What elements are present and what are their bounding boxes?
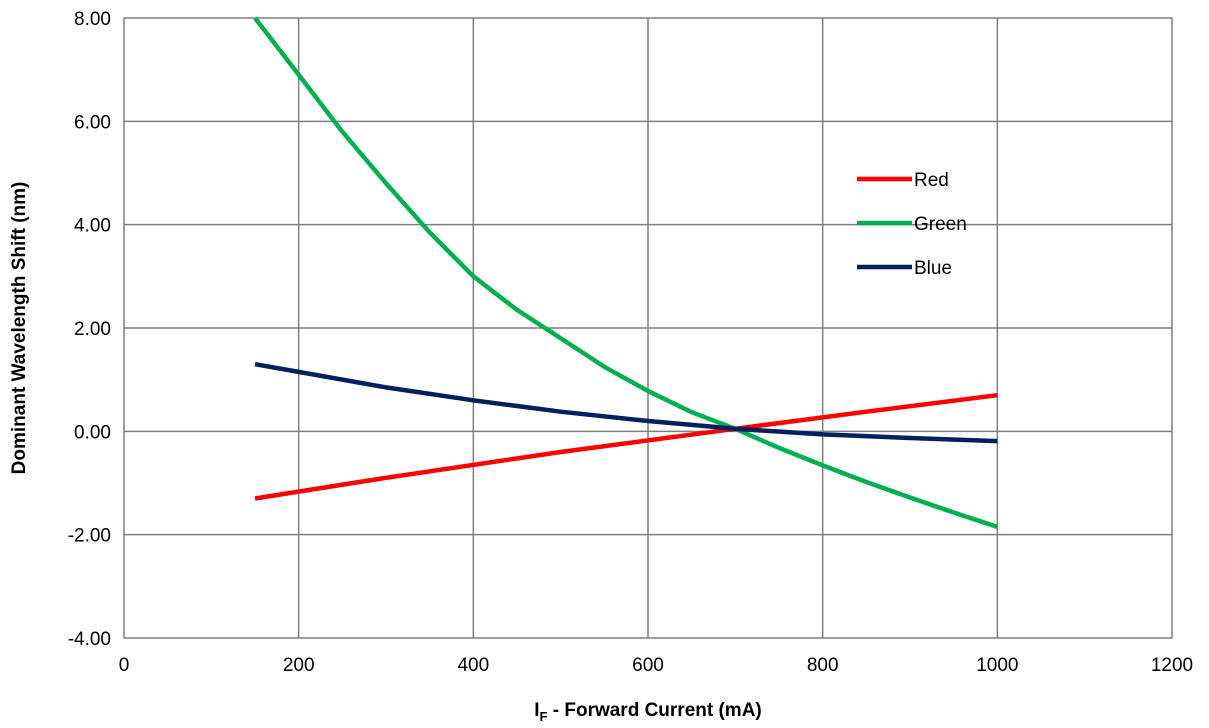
y-tick-label: 6.00 [74, 112, 111, 133]
y-tick-label: 8.00 [74, 9, 111, 30]
x-tick-label: 1200 [1151, 655, 1193, 676]
series-line-red [254, 392, 998, 501]
x-tick-label: 1000 [976, 655, 1018, 676]
y-tick-label: -4.00 [68, 629, 111, 650]
y-axis-title: Dominant Wavelength Shift (nm) [9, 182, 30, 475]
series-lines [253, 16, 999, 530]
legend-label-green: Green [914, 214, 967, 235]
y-tick-label: -2.00 [68, 526, 111, 547]
x-tick-label: 800 [807, 655, 839, 676]
gridlines [123, 17, 1173, 639]
y-tick-label: 0.00 [74, 422, 111, 443]
series-line-blue [254, 361, 998, 444]
series-line-green [253, 16, 999, 530]
legend-label-red: Red [914, 170, 949, 191]
x-tick-label: 400 [457, 655, 489, 676]
x-tick-label: 200 [283, 655, 315, 676]
x-tick-label: 600 [632, 655, 664, 676]
x-axis-title: IF - Forward Current (mA) [534, 700, 762, 724]
y-tick-labels: -4.00 -2.00 0.00 2.00 4.00 6.00 8.00 [68, 9, 111, 650]
x-tick-labels: 0 200 400 600 800 1000 1200 [119, 655, 1193, 676]
y-tick-label: 2.00 [74, 319, 111, 340]
legend: Red Green Blue [857, 170, 967, 279]
y-tick-label: 4.00 [74, 216, 111, 237]
x-tick-label: 0 [119, 655, 130, 676]
legend-label-blue: Blue [914, 258, 952, 279]
